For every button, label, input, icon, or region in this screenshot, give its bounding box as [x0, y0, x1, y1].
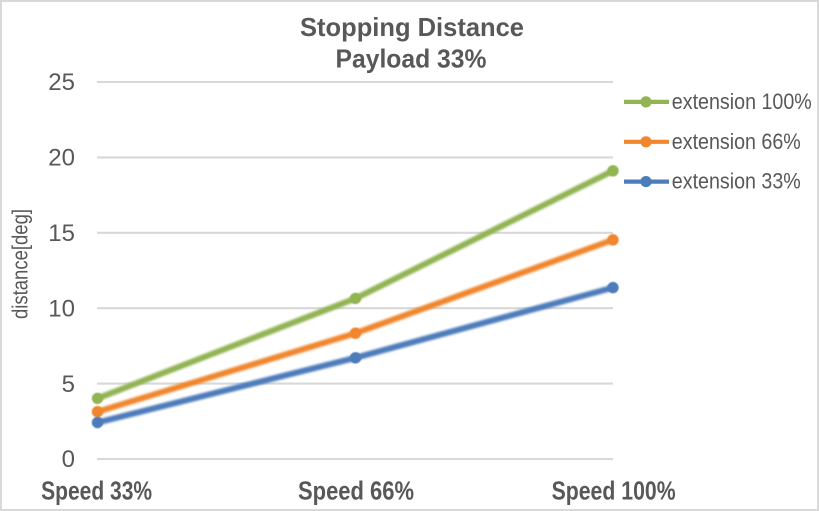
svg-text:Payload 33%: Payload 33%	[336, 44, 487, 74]
svg-text:extension 33%: extension 33%	[672, 169, 801, 194]
svg-text:extension 100%: extension 100%	[672, 89, 812, 114]
svg-text:25: 25	[48, 69, 75, 96]
svg-text:Speed 100%: Speed 100%	[552, 475, 676, 505]
svg-text:15: 15	[48, 220, 75, 247]
svg-text:extension 66%: extension 66%	[672, 129, 801, 154]
svg-text:Speed 66%: Speed 66%	[298, 475, 414, 505]
svg-text:0: 0	[62, 446, 75, 473]
svg-text:20: 20	[48, 145, 75, 172]
svg-text:distance[deg]: distance[deg]	[8, 209, 33, 319]
svg-text:Speed 33%: Speed 33%	[41, 475, 152, 505]
svg-text:10: 10	[48, 295, 75, 322]
svg-text:5: 5	[62, 371, 75, 398]
svg-text:Stopping Distance: Stopping Distance	[300, 12, 524, 42]
